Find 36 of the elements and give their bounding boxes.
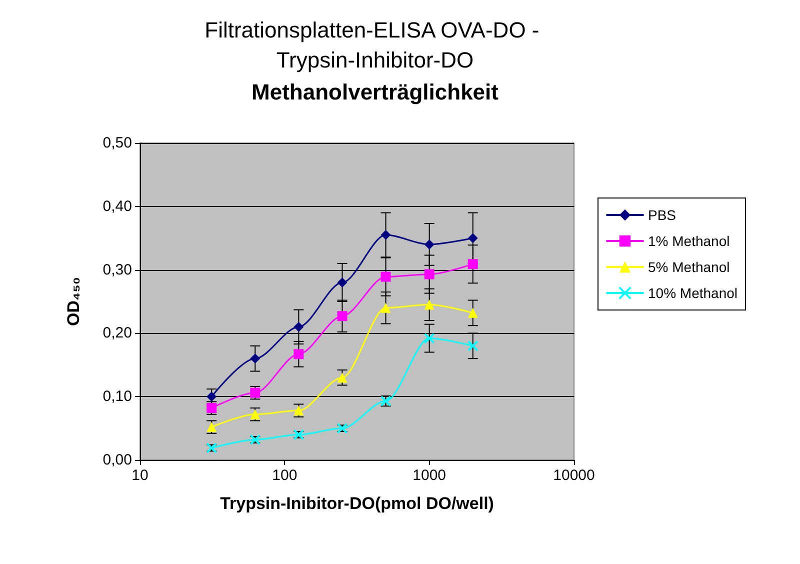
point (424, 332, 435, 344)
point (294, 322, 304, 332)
x-tick-label: 10000 (553, 467, 595, 484)
x-tick-label: 100 (272, 467, 298, 484)
point (206, 392, 217, 402)
legend-label: PBS (648, 207, 676, 223)
point (468, 259, 478, 270)
chart-title: Filtrationsplatten-ELISA OVA-DO - Trypsin-Inhibitor-DO (204, 18, 546, 72)
x-axis-title: Trypsin-Inibitor-DO(pmol DO/well) (220, 494, 494, 513)
point (467, 340, 478, 352)
y-tick-label: 0,30 (102, 261, 132, 278)
point (250, 354, 260, 364)
point (380, 302, 391, 313)
point (424, 300, 434, 310)
y-tick-label: 0,20 (102, 324, 132, 342)
point (337, 311, 348, 322)
point (424, 269, 434, 280)
chart-subtitle: Methanolverträglichkeit (252, 80, 500, 104)
point (380, 230, 391, 240)
point (337, 277, 348, 288)
y-tick-label: 0,10 (102, 388, 132, 406)
y-axis-title: OD₄₅₀ (64, 276, 83, 326)
y-tick-label: 0,00 (102, 452, 132, 468)
legend-label: 5% Methanol (648, 259, 730, 275)
point (337, 372, 348, 383)
y-tick-label: 0,50 (102, 134, 132, 152)
point (424, 239, 434, 250)
point (294, 349, 304, 360)
point (468, 233, 478, 244)
point (468, 308, 478, 318)
point (380, 272, 391, 282)
x-tick-label: 10 (132, 467, 148, 484)
legend-label: 10% Methanol (648, 285, 738, 301)
legend-label: 1% Methanol (648, 233, 730, 249)
y-tick-label: 0,40 (102, 198, 132, 215)
x-tick-label: 1000 (412, 467, 446, 484)
